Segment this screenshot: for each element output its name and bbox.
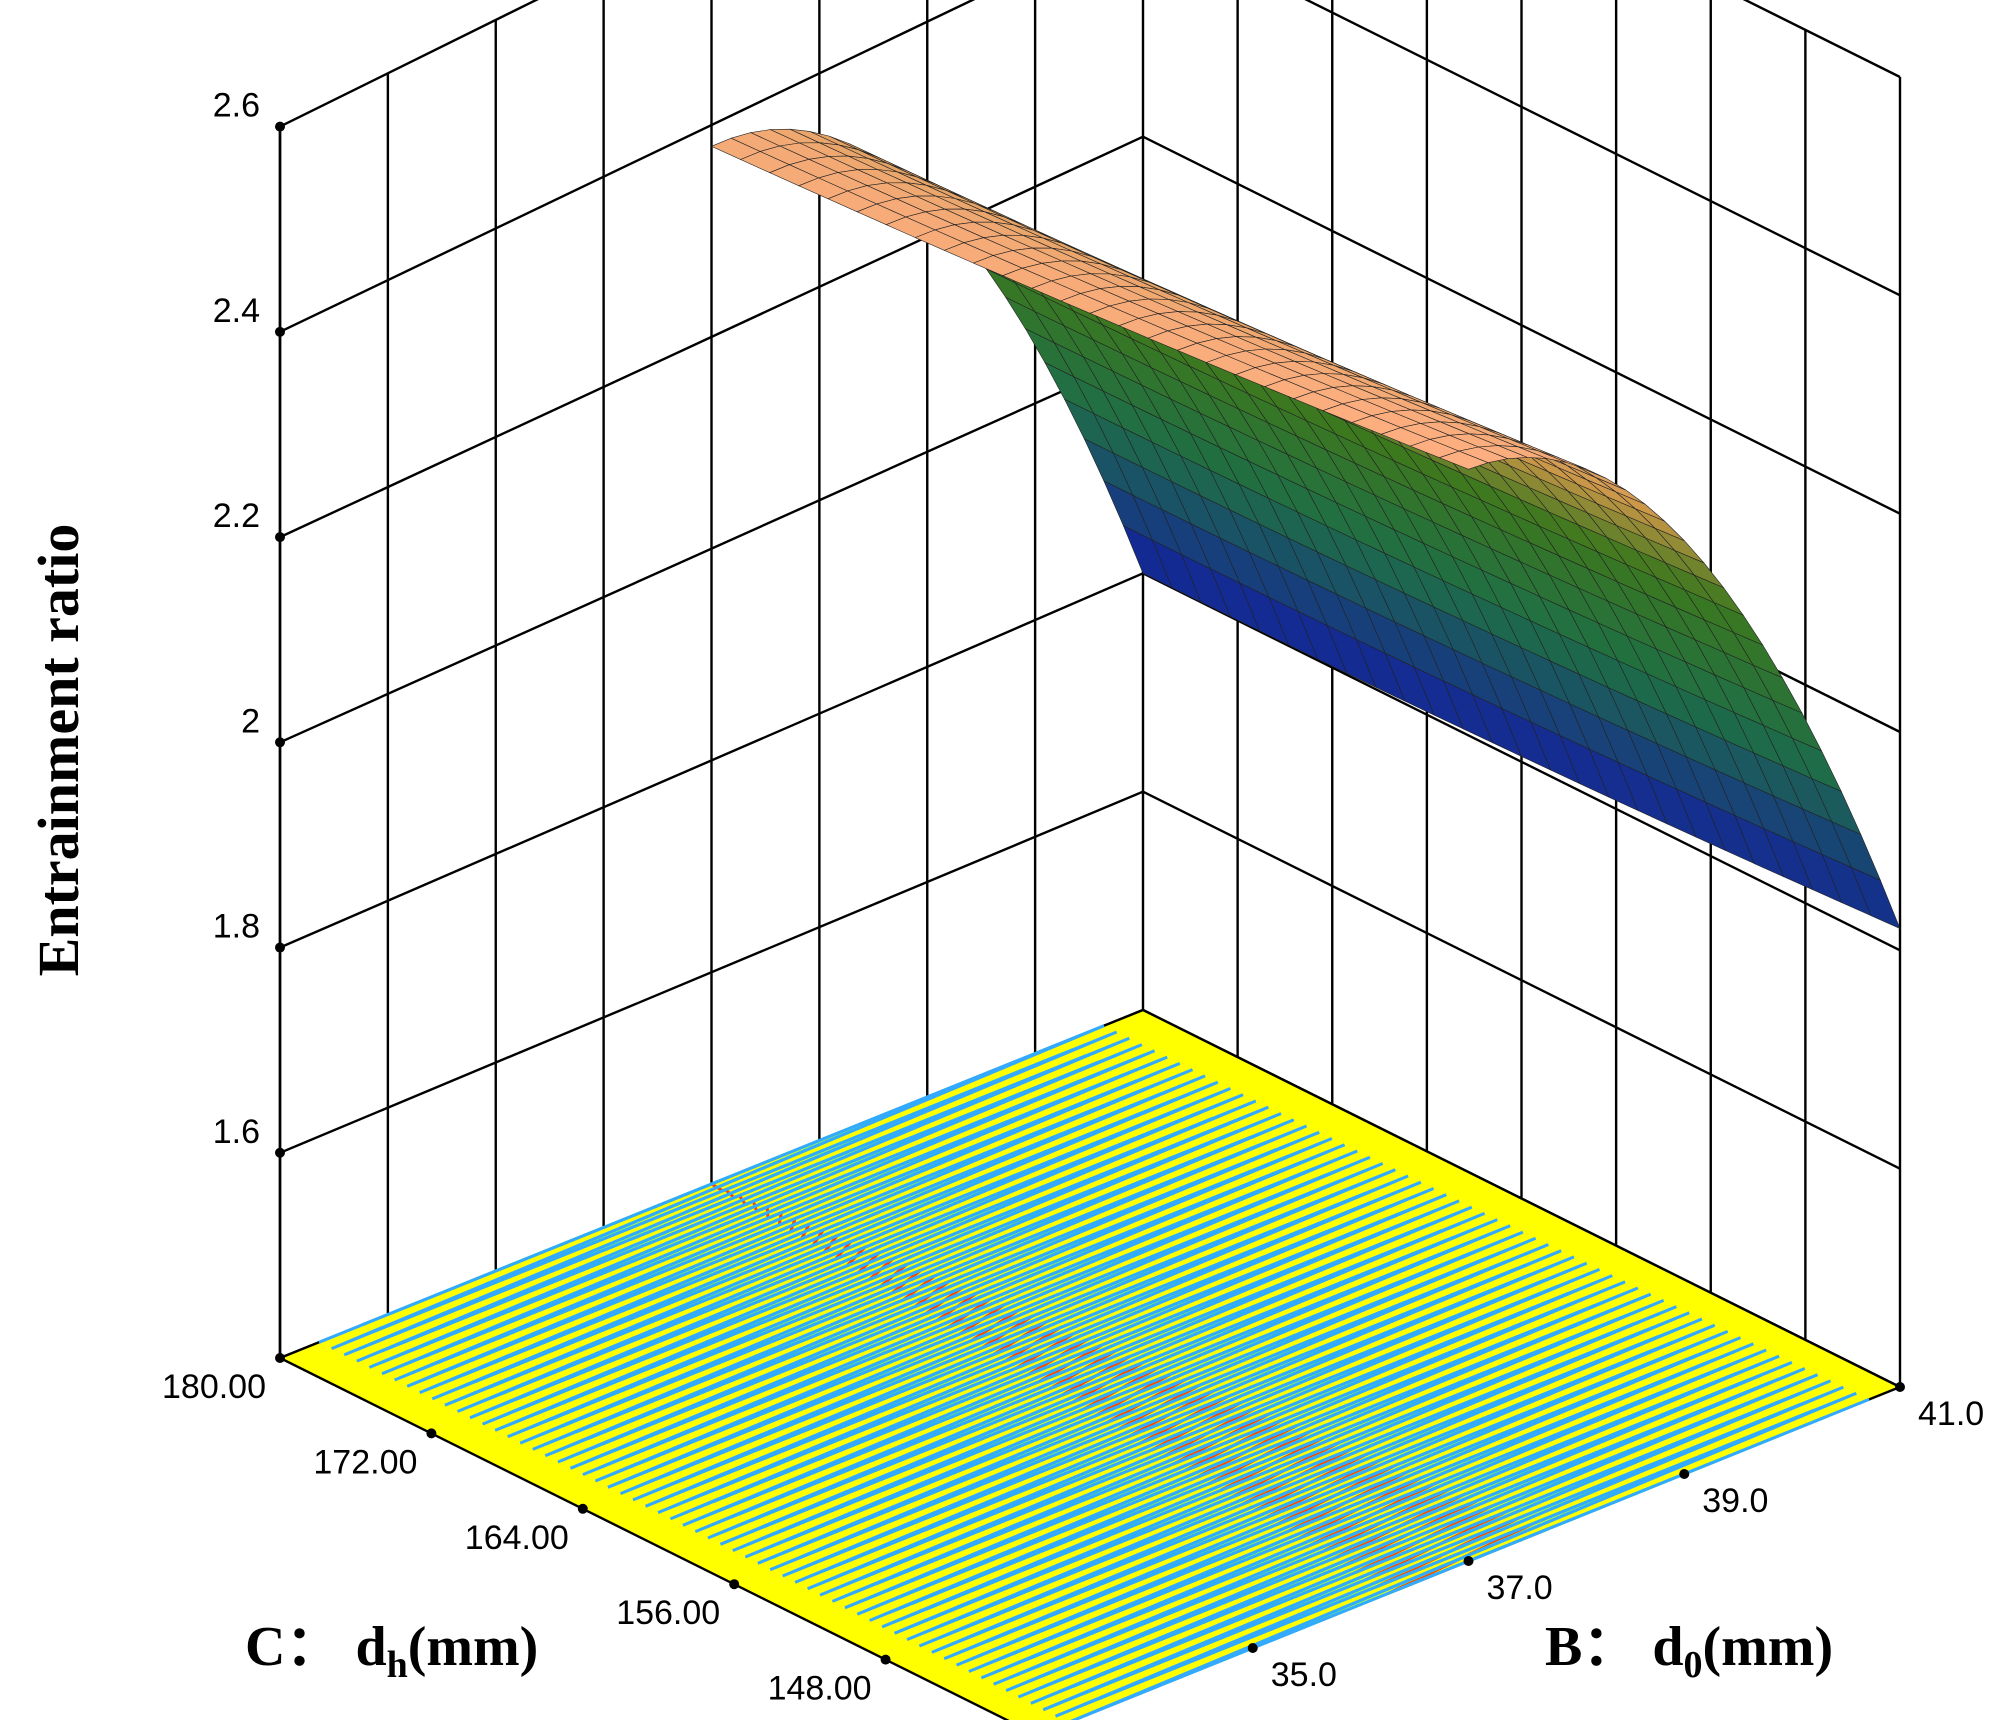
tick-label-z: 2.4 [213,292,260,330]
y-axis-title: C： dh(mm) [245,1616,538,1686]
tick-label-y: 172.00 [313,1443,417,1481]
tick-x [1463,1556,1474,1566]
tick-z [275,737,285,748]
tick-label-z: 2.6 [213,87,260,125]
tick-z [275,1147,285,1158]
tick-label-x: 41.0 [1918,1395,1984,1433]
tick-label-x: 35.0 [1271,1656,1337,1694]
contour-line [318,1024,1870,1720]
surface-patch [1438,450,1489,470]
z-axis-title: Entrainment ratio [26,524,91,977]
tick-label-z: 2.2 [213,497,260,535]
tick-x [1895,1382,1905,1392]
tick-label-z: 1.8 [213,908,260,946]
tick-z [275,532,285,543]
tick-z [275,121,285,132]
tick-label-z: 1.6 [213,1113,260,1151]
tick-label-y: 164.00 [465,1519,569,1557]
tick-label-y: 156.00 [616,1594,720,1632]
response-surface [710,128,1901,930]
grid-line-z [279,0,1901,333]
tick-labels: 1.61.822.22.42.633.035.037.039.041.0140.… [162,87,1984,1708]
tick-z [275,942,285,953]
tick-x [1247,1643,1258,1653]
grid-line-z [279,0,1901,128]
tick-y [577,1503,588,1514]
tick-y [426,1428,437,1439]
tick-label-x: 37.0 [1487,1569,1553,1607]
tick-label-x: 39.0 [1702,1482,1768,1520]
x-axis-title: B： d0(mm) [1545,1616,1833,1686]
tick-x [1679,1469,1690,1479]
contour-floor [277,1008,1903,1720]
tick-y [729,1579,740,1590]
tick-y [880,1654,891,1665]
tick-y [275,1353,285,1363]
tick-label-z: 2 [241,702,260,740]
tick-label-y: 180.00 [162,1368,266,1406]
tick-z [275,326,285,337]
tick-label-y: 148.00 [768,1670,872,1708]
